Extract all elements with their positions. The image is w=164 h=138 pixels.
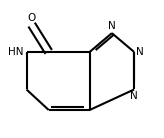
Text: O: O bbox=[28, 13, 36, 23]
Text: N: N bbox=[108, 21, 116, 31]
Text: HN: HN bbox=[8, 47, 23, 57]
Text: N: N bbox=[130, 91, 138, 101]
Text: N: N bbox=[136, 47, 144, 57]
